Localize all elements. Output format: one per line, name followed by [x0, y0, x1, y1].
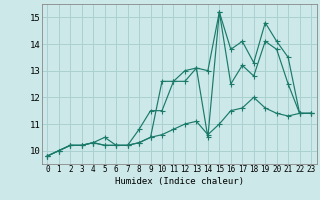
- X-axis label: Humidex (Indice chaleur): Humidex (Indice chaleur): [115, 177, 244, 186]
